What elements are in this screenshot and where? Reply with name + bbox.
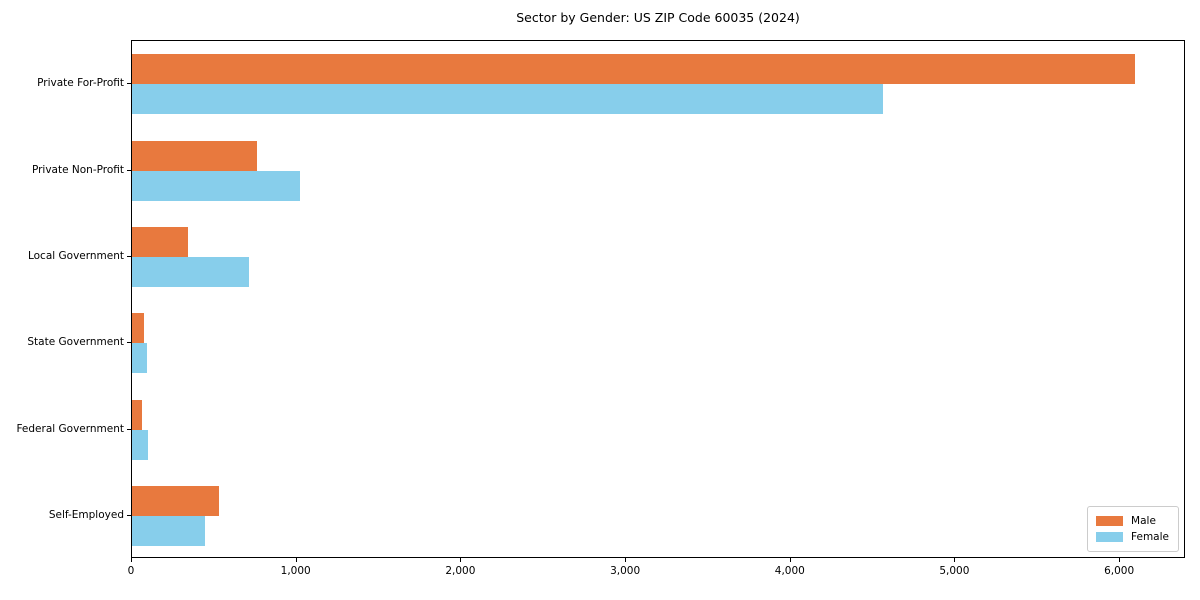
bar-male-2 [132, 226, 188, 257]
legend-item-male: Male [1096, 513, 1169, 529]
y-tick-mark [127, 514, 131, 516]
y-tick-mark [127, 342, 131, 344]
x-axis-tick-label: 3,000 [610, 565, 641, 577]
x-tick-mark [789, 558, 791, 562]
y-axis-category-label: Federal Government [16, 422, 124, 435]
x-tick-mark [131, 558, 132, 562]
female-legend-swatch [1096, 532, 1124, 542]
bar-female-1 [132, 170, 300, 201]
y-axis-category-label: Self-Employed [48, 508, 124, 521]
male-legend-swatch [1096, 516, 1124, 526]
y-tick-mark [127, 83, 131, 85]
y-tick-mark [127, 169, 131, 171]
female-legend-label: Female [1131, 531, 1169, 543]
bar-female-5 [132, 515, 205, 546]
legend-item-female: Female [1096, 529, 1169, 545]
x-tick-mark [295, 558, 297, 562]
bar-female-4 [132, 429, 148, 460]
bar-male-3 [132, 313, 145, 344]
bar-male-5 [132, 485, 219, 516]
y-axis-category-label: Private For-Profit [37, 77, 124, 90]
x-axis-tick-label: 5,000 [939, 565, 970, 577]
x-axis-tick-label: 4,000 [774, 565, 805, 577]
bar-female-2 [132, 256, 249, 287]
y-axis-category-label: Local Government [27, 249, 124, 262]
bar-male-0 [132, 54, 1135, 85]
x-tick-mark [954, 558, 956, 562]
y-axis-category-label: State Government [27, 336, 124, 349]
x-tick-mark [460, 558, 462, 562]
legend: Male Female [1087, 506, 1179, 552]
x-axis-tick-label: 6,000 [1104, 565, 1135, 577]
bar-female-0 [132, 84, 883, 115]
x-axis-tick-label: 2,000 [445, 565, 476, 577]
chart-title: Sector by Gender: US ZIP Code 60035 (202… [516, 10, 800, 25]
bar-male-4 [132, 399, 142, 430]
y-axis-category-label: Private Non-Profit [31, 163, 124, 176]
bar-male-1 [132, 140, 258, 171]
x-axis-tick-label: 0 [127, 565, 135, 577]
plot-area: Male Female [131, 40, 1185, 558]
y-tick-mark [127, 428, 131, 430]
x-axis-tick-label: 1,000 [280, 565, 311, 577]
y-tick-mark [127, 255, 131, 257]
male-legend-label: Male [1131, 515, 1156, 527]
x-tick-mark [625, 558, 627, 562]
bar-female-3 [132, 343, 147, 374]
x-tick-mark [1119, 558, 1121, 562]
